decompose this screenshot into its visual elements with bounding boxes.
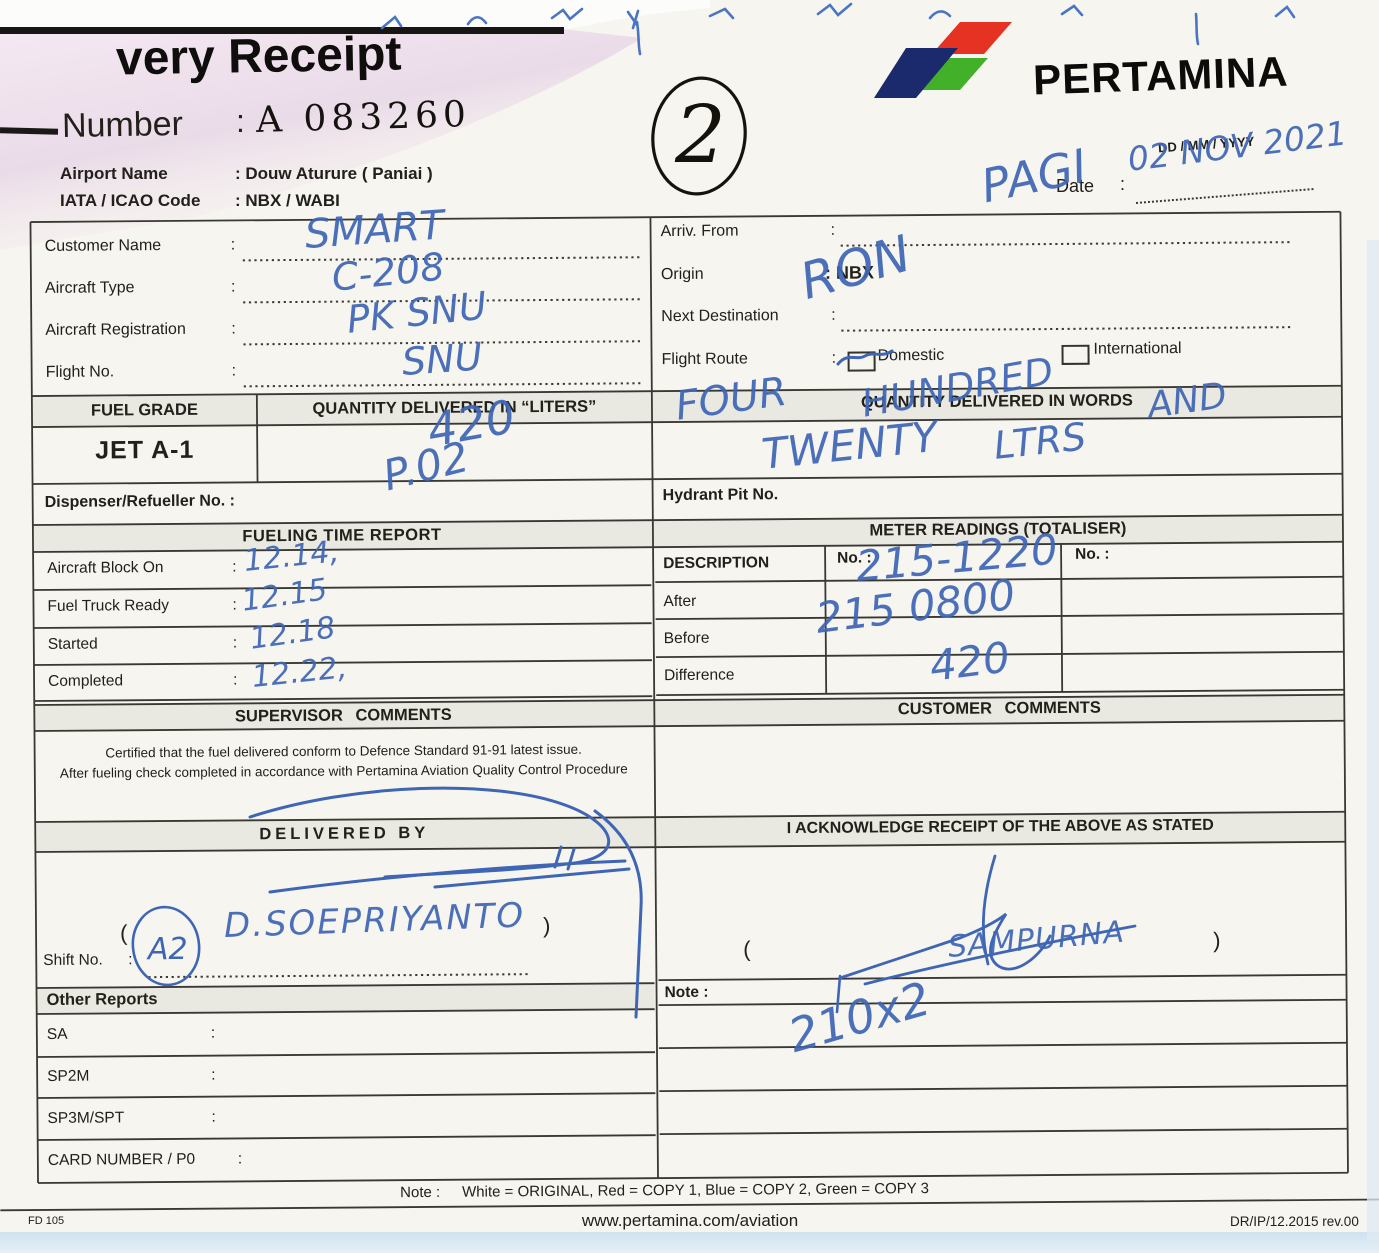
revision: DR/IP/12.2015 rev.00 <box>1230 1214 1359 1229</box>
hw-registration-2: SNU <box>400 334 484 384</box>
hw-words-ltrs: LTRS <box>991 414 1089 468</box>
hw-ron: RON <box>794 224 918 311</box>
acknowledge-signature <box>838 854 1137 986</box>
page-mark-text: 2 <box>674 88 726 181</box>
hw-words-and: AND <box>1145 375 1230 427</box>
hw-started: 12.18 <box>247 610 338 657</box>
hw-words-four: FOUR <box>672 368 790 430</box>
iata-icao-value: : NBX / WABI <box>235 191 340 210</box>
torn-corner-fold <box>0 0 710 250</box>
hw-words-twenty: TWENTY <box>759 411 941 479</box>
pertamina-logo-icon <box>874 22 1012 98</box>
airport-name-value: : Douw Aturure ( Paniai ) <box>235 164 433 183</box>
iata-icao-label: IATA / ICAO Code <box>60 191 201 210</box>
form-code: FD 105 <box>28 1215 65 1227</box>
hw-block-on: 12.14, <box>242 534 341 579</box>
airport-name-label: Airport Name <box>60 164 168 183</box>
hw-meter-difference: 420 <box>927 632 1013 691</box>
circled-page-mark: 2 <box>651 76 747 196</box>
hw-period: PAGI <box>976 138 1092 214</box>
pen-scribbles-top <box>380 2 1296 56</box>
date-label: Date <box>1056 176 1095 196</box>
scan-edge-bottom <box>0 1232 1379 1253</box>
hw-completed: 12.22, <box>250 650 349 695</box>
website: www.pertamina.com/aviation <box>581 1211 799 1230</box>
shift-initials-text: A2 <box>146 932 188 967</box>
stray-pen-tick <box>835 974 842 1014</box>
domestic-check-mark <box>836 349 894 366</box>
hw-meter-before: 215 0800 <box>813 569 1018 643</box>
delivered-signature <box>248 786 643 1019</box>
date-colon: : <box>1120 174 1126 194</box>
hw-dispenser-no: P.02 <box>378 431 474 501</box>
scan-edge-right <box>1367 240 1379 1240</box>
circled-shift-initials: A2 <box>131 905 201 987</box>
number-colon: : <box>236 103 245 139</box>
hw-date: 02 NOV 2021 <box>1125 113 1349 179</box>
